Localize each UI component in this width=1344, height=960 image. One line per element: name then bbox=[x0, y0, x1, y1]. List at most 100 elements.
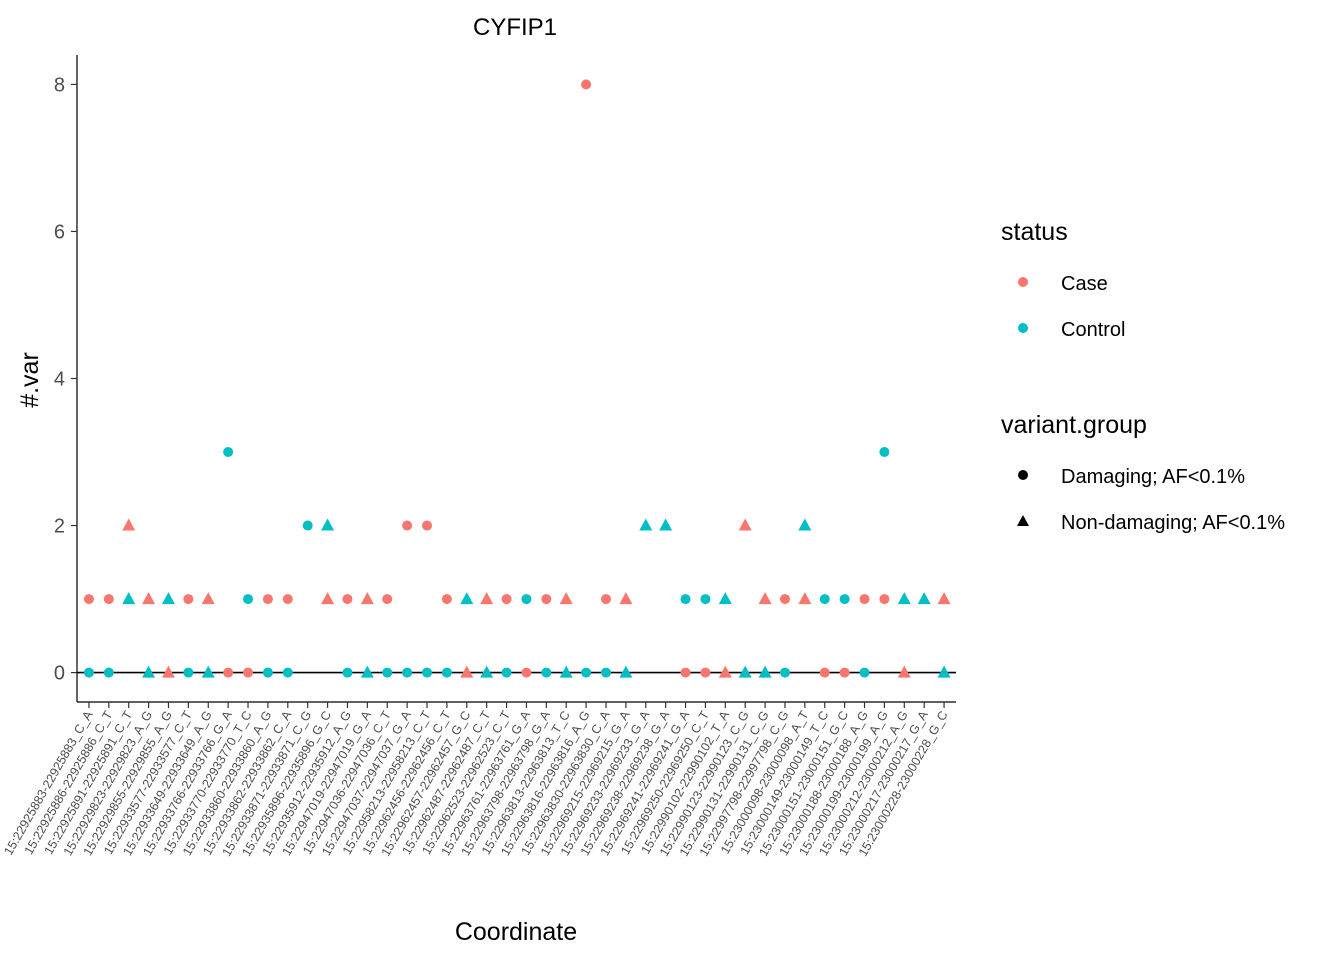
data-point-circle bbox=[223, 447, 234, 458]
y-ticks: 0 2 4 6 8 bbox=[54, 74, 77, 685]
data-point-triangle bbox=[738, 518, 752, 531]
legend: status Case Control variant.group Damagi… bbox=[1001, 218, 1285, 534]
data-point-triangle bbox=[718, 665, 732, 678]
y-tick-label: 6 bbox=[54, 221, 65, 243]
data-point-circle bbox=[282, 667, 293, 678]
data-point-triangle bbox=[321, 592, 335, 605]
chart-title: CYFIP1 bbox=[473, 14, 557, 41]
data-point-circle bbox=[779, 594, 790, 605]
legend-damaging-label: Damaging; AF<0.1% bbox=[1061, 466, 1245, 488]
data-point-circle bbox=[262, 594, 273, 605]
data-point-circle bbox=[422, 520, 433, 531]
data-point-circle bbox=[521, 594, 532, 605]
data-point-triangle bbox=[559, 592, 573, 605]
data-point-circle bbox=[422, 667, 433, 678]
legend-group-title: variant.group bbox=[1001, 411, 1147, 439]
y-axis-title: #.var bbox=[16, 352, 44, 408]
data-point-triangle bbox=[142, 665, 156, 678]
data-point-circle bbox=[859, 667, 870, 678]
data-point-circle bbox=[103, 594, 114, 605]
data-point-circle bbox=[382, 667, 393, 678]
data-point-circle bbox=[680, 667, 691, 678]
data-point-circle bbox=[243, 667, 254, 678]
data-point-circle bbox=[262, 667, 273, 678]
data-point-circle bbox=[859, 594, 870, 605]
data-point-circle bbox=[342, 594, 353, 605]
data-point-circle bbox=[600, 667, 611, 678]
data-points bbox=[83, 79, 951, 678]
data-point-triangle bbox=[937, 665, 951, 678]
data-point-triangle bbox=[201, 592, 215, 605]
data-point-triangle bbox=[122, 518, 136, 531]
data-point-circle bbox=[819, 667, 830, 678]
data-point-circle bbox=[441, 667, 452, 678]
data-point-triangle bbox=[360, 592, 374, 605]
data-point-circle bbox=[501, 594, 512, 605]
data-point-triangle bbox=[758, 665, 772, 678]
data-point-circle bbox=[700, 667, 711, 678]
data-point-circle bbox=[223, 667, 234, 678]
data-point-triangle bbox=[937, 592, 951, 605]
data-point-triangle bbox=[460, 592, 474, 605]
data-point-circle bbox=[521, 667, 532, 678]
legend-control-swatch-icon bbox=[1018, 323, 1028, 333]
data-point-circle bbox=[83, 594, 94, 605]
data-point-circle bbox=[680, 594, 691, 605]
data-point-triangle bbox=[619, 665, 633, 678]
data-point-circle bbox=[441, 594, 452, 605]
data-point-circle bbox=[342, 667, 353, 678]
data-point-circle bbox=[600, 594, 611, 605]
data-point-triangle bbox=[122, 592, 136, 605]
y-tick-label: 8 bbox=[54, 74, 65, 96]
data-point-triangle bbox=[480, 592, 494, 605]
data-point-circle bbox=[183, 667, 194, 678]
data-point-triangle bbox=[798, 518, 812, 531]
data-point-triangle bbox=[360, 665, 374, 678]
x-axis-title: Coordinate bbox=[455, 918, 577, 946]
data-point-triangle bbox=[897, 592, 911, 605]
data-point-circle bbox=[700, 594, 711, 605]
data-point-triangle bbox=[798, 592, 812, 605]
data-point-circle bbox=[839, 667, 850, 678]
y-tick-label: 4 bbox=[54, 369, 65, 391]
data-point-circle bbox=[501, 667, 512, 678]
data-point-triangle bbox=[718, 592, 732, 605]
legend-triangle-icon bbox=[1017, 515, 1029, 526]
data-point-circle bbox=[302, 520, 313, 531]
data-point-circle bbox=[581, 667, 592, 678]
data-point-circle bbox=[282, 594, 293, 605]
data-point-triangle bbox=[161, 592, 175, 605]
data-point-triangle bbox=[758, 592, 772, 605]
data-point-circle bbox=[402, 667, 413, 678]
data-point-triangle bbox=[201, 665, 215, 678]
data-point-triangle bbox=[639, 518, 653, 531]
legend-case-swatch-icon bbox=[1018, 277, 1028, 287]
x-ticks: 15:22925883-22925883_C_A15:22925886-2292… bbox=[1, 702, 951, 859]
data-point-circle bbox=[402, 520, 413, 531]
data-point-triangle bbox=[619, 592, 633, 605]
legend-nondamaging-label: Non-damaging; AF<0.1% bbox=[1061, 512, 1285, 534]
legend-control-label: Control bbox=[1061, 319, 1125, 341]
data-point-triangle bbox=[161, 665, 175, 678]
data-point-circle bbox=[83, 667, 94, 678]
legend-status-title: status bbox=[1001, 218, 1068, 246]
data-point-circle bbox=[541, 667, 552, 678]
data-point-triangle bbox=[559, 665, 573, 678]
y-tick-label: 2 bbox=[54, 516, 65, 538]
data-point-circle bbox=[541, 594, 552, 605]
legend-circle-icon bbox=[1018, 470, 1028, 480]
data-point-triangle bbox=[321, 518, 335, 531]
data-point-triangle bbox=[917, 592, 931, 605]
legend-case-label: Case bbox=[1061, 273, 1108, 295]
data-point-circle bbox=[581, 79, 592, 90]
data-point-circle bbox=[103, 667, 114, 678]
data-point-triangle bbox=[480, 665, 494, 678]
data-point-triangle bbox=[897, 665, 911, 678]
data-point-triangle bbox=[142, 592, 156, 605]
y-tick-label: 0 bbox=[54, 663, 65, 685]
data-point-triangle bbox=[460, 665, 474, 678]
data-point-circle bbox=[839, 594, 850, 605]
data-point-circle bbox=[243, 594, 254, 605]
data-point-circle bbox=[879, 447, 890, 458]
